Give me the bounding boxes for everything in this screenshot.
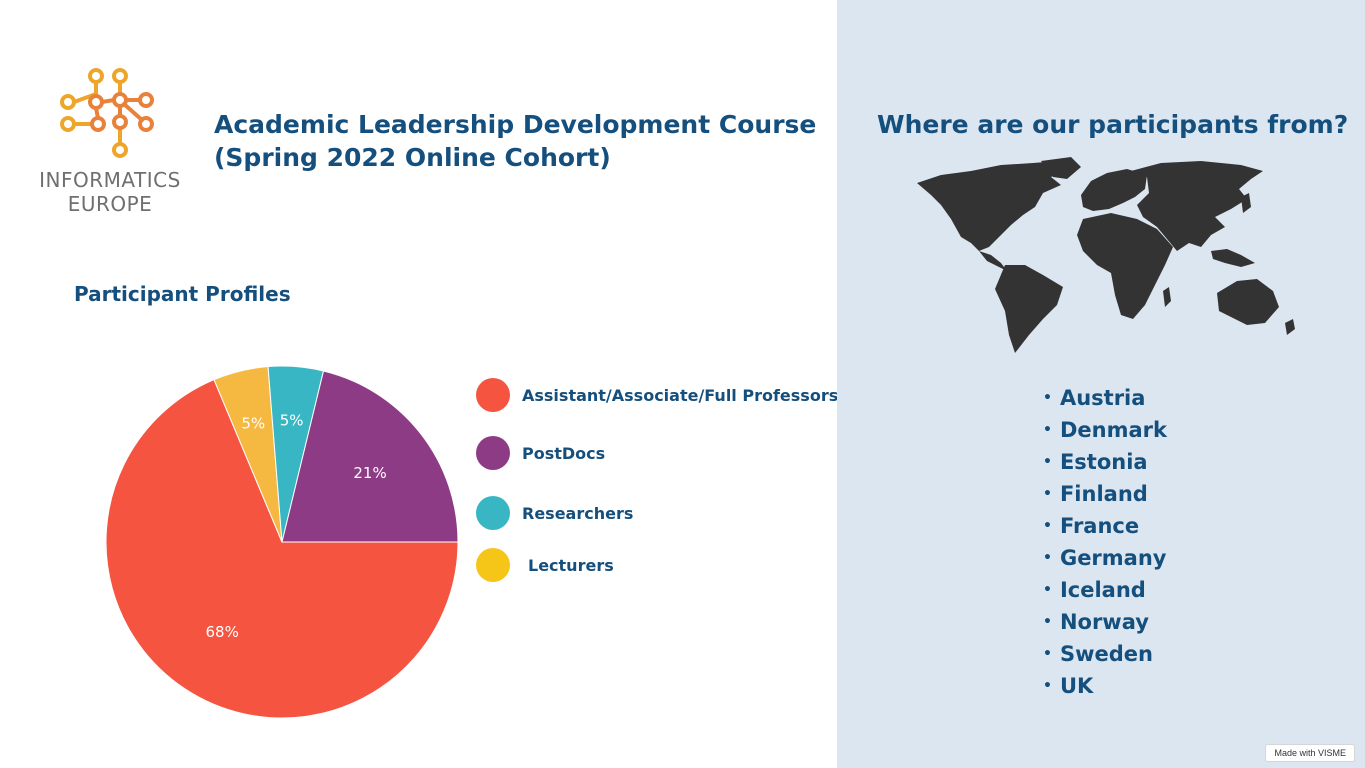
legend-label: Assistant/Associate/Full Professors: [522, 385, 839, 405]
country-name: UK: [1059, 674, 1094, 698]
country-item: • France: [1043, 512, 1167, 544]
right-panel: Where are our participants from?: [837, 0, 1365, 768]
page-title-line2: (Spring 2022 Online Cohort): [214, 143, 611, 172]
bullet-icon: •: [1043, 454, 1052, 470]
country-item: • Denmark: [1043, 416, 1167, 448]
legend-swatch: [476, 378, 510, 412]
legend-item: Assistant/Associate/Full Professors: [476, 378, 838, 412]
informatics-europe-logo: INFORMATICS EUROPE: [24, 64, 196, 216]
legend-swatch: [476, 496, 510, 530]
bullet-icon: •: [1043, 678, 1052, 694]
country-item: • Germany: [1043, 544, 1167, 576]
country-name: Denmark: [1059, 418, 1167, 442]
country-item: • UK: [1043, 672, 1167, 704]
section-title: Participant Profiles: [74, 282, 291, 306]
pie-slice-assistant-associate-full-professors: [105, 379, 459, 719]
country-name: Austria: [1059, 386, 1146, 410]
bullet-icon: •: [1043, 422, 1052, 438]
page-title-line1: Academic Leadership Development Course: [214, 110, 817, 139]
world-map-icon: [917, 157, 1295, 353]
country-item: • Norway: [1043, 608, 1167, 640]
bullet-icon: •: [1043, 486, 1052, 502]
legend-swatch: [476, 436, 510, 470]
bullet-icon: •: [1043, 390, 1052, 406]
legend-label: Researchers: [522, 503, 634, 523]
legend-swatch: [476, 548, 510, 582]
country-name: Iceland: [1059, 578, 1146, 602]
legend-label: Lecturers: [528, 555, 614, 575]
logo-text-line2: EUROPE: [67, 192, 153, 216]
bullet-icon: •: [1043, 518, 1052, 534]
country-name: France: [1059, 514, 1140, 538]
network-logo-icon: [60, 68, 154, 158]
pie-data-label: 68%: [206, 623, 239, 641]
country-name: Germany: [1059, 546, 1167, 570]
country-name: Estonia: [1059, 450, 1148, 474]
pie-chart: 68% 5% 5% 21%: [105, 365, 459, 719]
made-with-visme-badge[interactable]: Made with VISME: [1265, 744, 1355, 762]
legend-label: PostDocs: [522, 443, 606, 463]
pie-slice-postdocs: [281, 370, 459, 543]
country-item: • Finland: [1043, 480, 1167, 512]
logo-text-line1: INFORMATICS: [39, 168, 181, 192]
bullet-icon: •: [1043, 582, 1052, 598]
legend-item: Researchers: [476, 496, 633, 530]
pie-data-label: 5%: [241, 414, 265, 432]
map-title: Where are our participants from?: [877, 110, 1349, 139]
left-panel: INFORMATICS EUROPE Academic Leadership D…: [24, 64, 839, 719]
country-name: Sweden: [1059, 642, 1153, 666]
country-name: Finland: [1059, 482, 1148, 506]
bullet-icon: •: [1043, 550, 1052, 566]
legend-item: PostDocs: [476, 436, 605, 470]
bullet-icon: •: [1043, 614, 1052, 630]
legend-item: Lecturers: [476, 548, 614, 582]
pie-data-label: 5%: [280, 411, 304, 429]
country-item: • Iceland: [1043, 576, 1167, 608]
country-name: Norway: [1059, 610, 1149, 634]
country-item: • Estonia: [1043, 448, 1167, 480]
page-title: Academic Leadership Development Course (…: [214, 108, 824, 174]
pie-data-label: 21%: [353, 464, 386, 482]
country-list: • Austria • Denmark • Estonia • Finland • France •…: [1043, 384, 1167, 704]
bullet-icon: •: [1043, 646, 1052, 662]
country-item: • Sweden: [1043, 640, 1167, 672]
country-item: • Austria: [1043, 384, 1167, 416]
